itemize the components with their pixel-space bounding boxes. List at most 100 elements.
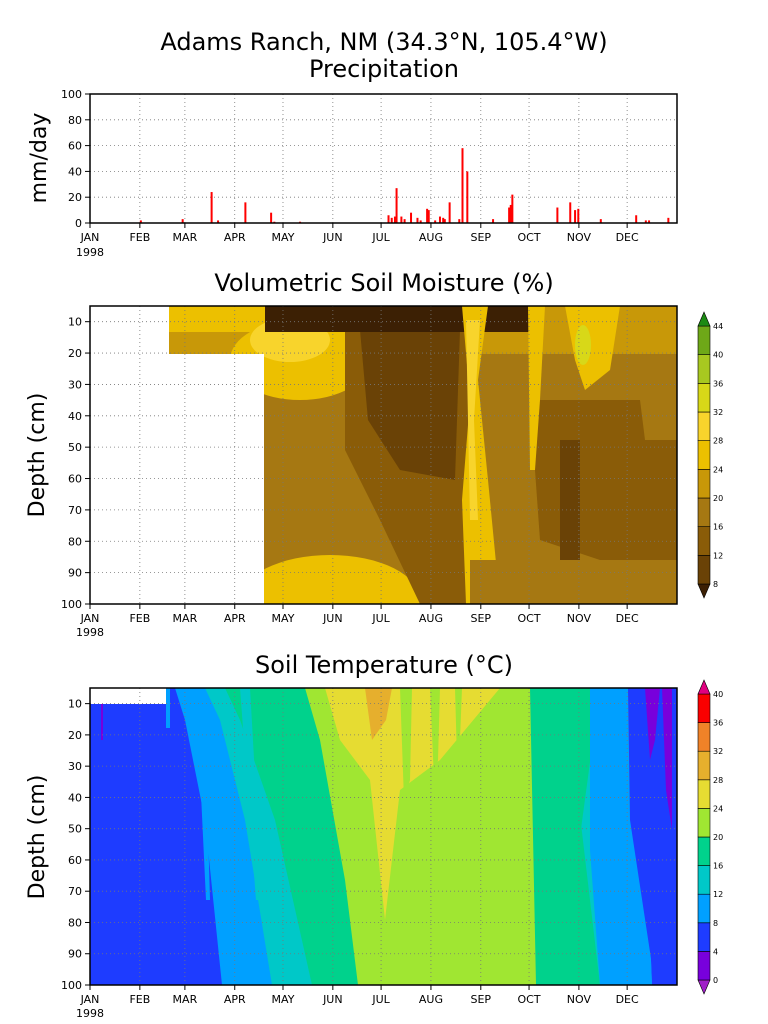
x-tick-label: MAY [272,993,295,1006]
y-tick-label: 90 [68,567,82,580]
y-tick-label: 80 [68,535,82,548]
precip-bar [427,210,430,223]
colorbar-label: 32 [713,408,723,417]
colorbar-label: 8 [713,580,718,589]
soil-moisture-colorbar: 8 12 16 20 24 28 32 36 40 44 [697,311,723,599]
precip-bar [400,216,403,223]
y-tick-label: 70 [68,504,82,517]
colorbar-swatch [697,325,711,355]
x-tick-label: MAR [173,231,198,244]
colorbar-label: 24 [713,804,723,813]
sm-autumn-dry [530,400,660,560]
precip-bar [393,216,396,223]
st-band-28 [325,688,500,920]
soil-moisture-yticks: 10 20 30 40 50 60 70 80 90 100 [61,316,90,611]
colorbar-swatch [697,555,711,585]
soil-moisture-title: Volumetric Soil Moisture (%) [214,269,553,297]
colorbar-label: 28 [713,776,723,785]
precip-bar [410,212,413,223]
x-tick-label: JUN [322,612,343,625]
sm-autumn-dry-core [560,440,580,560]
precip-bar [577,208,580,223]
colorbar-label: 44 [713,322,723,331]
x-tick-label: MAR [173,612,198,625]
precip-bar [139,220,142,223]
x-tick-label: JUN [322,231,343,244]
y-tick-label: 0 [75,217,82,230]
precipitation-grid [90,94,677,223]
soil-moisture-panel: Volumetric Soil Moisture (%) Depth (cm) [25,269,723,639]
precip-bar [416,217,419,223]
st-feb-warm [166,688,170,728]
colorbar-swatch [697,383,711,413]
y-tick-label: 40 [68,410,82,423]
st-dec-coldest-2 [662,688,672,830]
soil-temperature-frame [89,687,678,986]
precip-bar [395,188,398,223]
st-jan-cold [101,704,103,740]
x-tick-label: OCT [518,231,541,244]
x-tick-label: OCT [518,993,541,1006]
soil-temperature-title: Soil Temperature (°C) [255,651,513,679]
precipitation-year-label: 1998 [76,246,104,259]
colorbar-label: 28 [713,437,723,446]
sm-wet-pulse-sep-core [466,320,480,520]
colorbar-swatch [697,951,711,981]
x-tick-label: AUG [419,612,443,625]
precip-bar [210,192,213,223]
sm-dry-zone-summer-core [360,330,460,480]
x-tick-label: SEP [471,231,492,244]
colorbar-label: 36 [713,379,723,388]
precip-bar [387,215,390,223]
y-tick-label: 50 [68,823,82,836]
soil-temperature-grid [90,688,677,985]
y-tick-label: 40 [68,791,82,804]
soil-temperature-yticks: 10 20 30 40 50 60 70 80 90 100 [61,698,90,992]
precip-bar [599,219,602,223]
figure-title: Adams Ranch, NM (34.3°N, 105.4°W) [160,28,607,56]
y-tick-label: 20 [68,347,82,360]
precip-bar [438,216,441,223]
x-tick-label: SEP [471,612,492,625]
colorbar-swatch [697,893,711,924]
precip-bar [574,210,577,223]
precipitation-bars [139,148,670,223]
precip-bar [270,212,273,223]
precip-bar [509,204,512,223]
sm-dry-top [265,306,530,332]
soil-temperature-field [90,688,677,985]
x-tick-label: NOV [567,993,592,1006]
st-flame-2 [430,688,440,780]
colorbar-label: 24 [713,465,723,474]
x-tick-label: JUL [371,612,390,625]
y-tick-label: 60 [68,140,82,153]
precip-bar [667,217,670,223]
precip-bar [569,202,572,223]
colorbar-min-arrow [697,583,711,599]
sm-missing-deep [90,354,264,604]
precipitation-yticks: 0 20 40 60 80 100 [61,88,90,230]
colorbar-swatch [697,865,711,895]
precip-bar [403,219,406,223]
precip-bar [448,202,451,223]
y-tick-label: 80 [68,114,82,127]
soil-moisture-ylabel: Depth (cm) [25,393,50,518]
soil-moisture-xticks: JAN FEB MAR APR MAY JUN JUL AUG SEP OCT NOV DEC [80,604,639,625]
precip-bar [419,220,422,223]
colorbar-swatch [697,750,711,781]
st-dec-coldest [645,688,660,760]
precip-bar [443,219,446,223]
sm-missing-shallow [90,306,169,354]
x-tick-label: JAN [80,231,100,244]
colorbar-label: 20 [713,833,723,842]
precip-bar [426,208,429,223]
precip-bar [511,194,514,223]
colorbar-max-arrow [697,679,711,695]
y-tick-label: 40 [68,165,82,178]
colorbar-label: 36 [713,719,723,728]
precipitation-xticks: JAN FEB MAR APR MAY JUN JUL AUG SEP OCT NOV DEC [80,223,639,244]
colorbar-swatch [697,440,711,470]
colorbar-swatch [697,354,711,384]
sm-deep-wet [240,555,420,604]
x-tick-label: JAN [80,612,100,625]
